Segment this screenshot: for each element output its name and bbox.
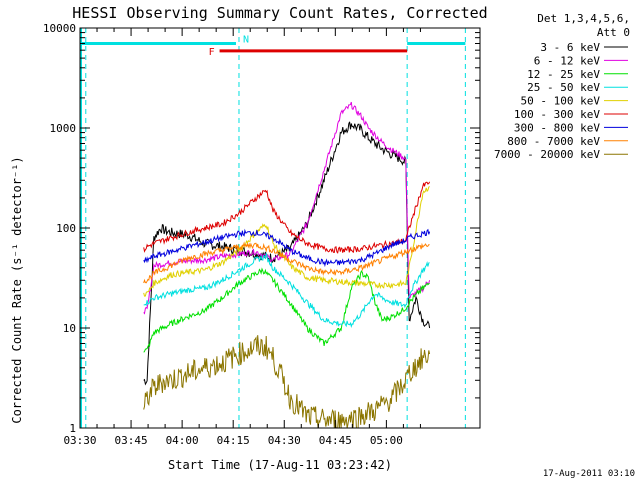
x-tick-label-1: 03:45 [115,434,148,447]
legend-header-line-1: Det 1,3,4,5,6, [537,12,630,25]
y-tick-label-3: 1000 [50,122,77,135]
x-tick-label-6: 05:00 [370,434,403,447]
plot-area: F N 1 10 100 1000 10000 03:30 03:45 04:00 04:15 04:… [43,22,481,447]
series-line-1 [143,101,431,315]
chart-title: HESSI Observing Summary Count Rates, Cor… [72,4,487,22]
series-line-5 [143,181,431,254]
x-tick-label-0: 03:30 [63,434,96,447]
legend-header-line-2: Att 0 [597,26,630,39]
y-axis-title-group: Corrected Count Rate (s⁻¹ detector⁻¹) [10,156,24,423]
legend-label-2: 12 - 25 keV [527,68,600,81]
series-line-7 [143,241,430,284]
legend-label-3: 25 - 50 keV [527,81,600,94]
flare-flag-label: F [209,47,215,58]
legend-label-0: 3 - 6 keV [540,41,600,54]
x-tick-label-4: 04:30 [268,434,301,447]
y-tick-label-1: 10 [63,322,76,335]
y-tick-label-2: 100 [56,222,76,235]
y-tick-label-4: 10000 [43,22,76,35]
legend-label-1: 6 - 12 keV [534,54,601,67]
legend-label-6: 300 - 800 keV [514,121,600,134]
series-line-3 [143,251,430,328]
legend-label-8: 7000 - 20000 keV [494,148,600,161]
series-line-2 [143,267,430,353]
series-line-6 [143,228,431,268]
x-axis-title: Start Time (17-Aug-11 03:23:42) [168,458,392,472]
legend-label-5: 100 - 300 keV [514,108,600,121]
night-flag-label: N [243,34,249,45]
footer-date: 17-Aug-2011 03:10 [543,469,635,479]
legend-label-4: 50 - 100 keV [521,95,601,108]
x-tick-label-5: 04:45 [319,434,352,447]
series-line-0 [143,121,431,386]
series-line-4 [143,186,430,297]
series-line-8 [143,335,431,429]
y-axis-title: Corrected Count Rate (s⁻¹ detector⁻¹) [10,156,24,423]
x-tick-label-2: 04:00 [166,434,199,447]
legend-label-7: 800 - 7000 keV [507,135,600,148]
x-tick-label-3: 04:15 [217,434,250,447]
y-tick-label-0: 1 [69,422,76,435]
